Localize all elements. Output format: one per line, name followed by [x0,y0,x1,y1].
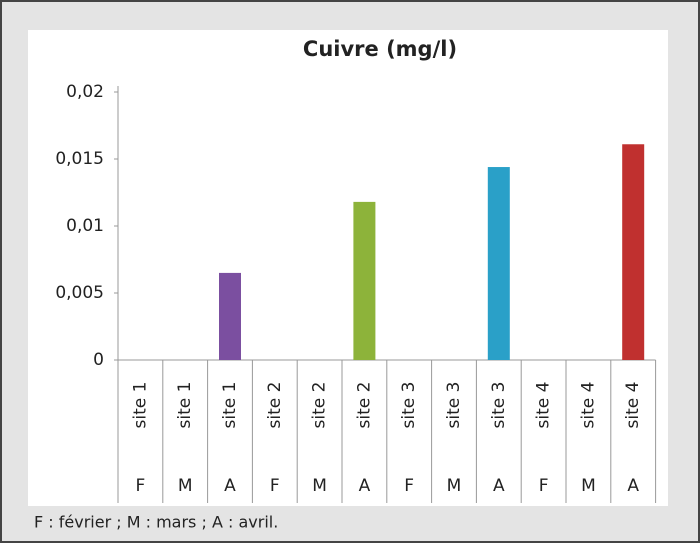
bar [487,167,510,360]
x-tick-label: site 1 [220,382,240,429]
y-tick-label: 0,02 [66,82,104,102]
month-label: A [493,476,505,496]
month-label: M [178,476,193,496]
bar [353,201,376,360]
month-label: A [359,476,371,496]
x-tick-label: site 2 [354,382,374,429]
plot-panel [28,30,668,506]
bar [219,272,241,360]
x-tick-label: site 2 [265,382,285,429]
x-tick-label: site 1 [175,382,195,429]
x-tick-label: site 3 [444,382,464,429]
month-label: M [581,476,596,496]
month-label: A [224,476,236,496]
x-tick-label: site 2 [310,382,330,429]
month-label: M [447,476,462,496]
bar [622,144,645,360]
month-label: F [136,476,146,496]
y-tick-label: 0,005 [55,283,104,303]
x-tick-label: site 3 [489,382,509,429]
x-tick-label: site 1 [130,382,150,429]
month-label: F [404,476,414,496]
month-label: F [270,476,280,496]
y-tick-label: 0 [93,350,104,370]
x-tick-label: site 4 [623,382,643,429]
y-tick-label: 0,015 [55,149,104,169]
x-tick-label: site 4 [534,382,554,429]
chart-title: Cuivre (mg/l) [303,37,457,61]
x-tick-label: site 3 [399,382,419,429]
footnote: F : février ; M : mars ; A : avril. [34,513,278,532]
x-tick-label: site 4 [578,382,598,429]
month-label: F [539,476,549,496]
month-label: A [627,476,639,496]
y-tick-label: 0,01 [66,216,104,236]
month-label: M [312,476,327,496]
